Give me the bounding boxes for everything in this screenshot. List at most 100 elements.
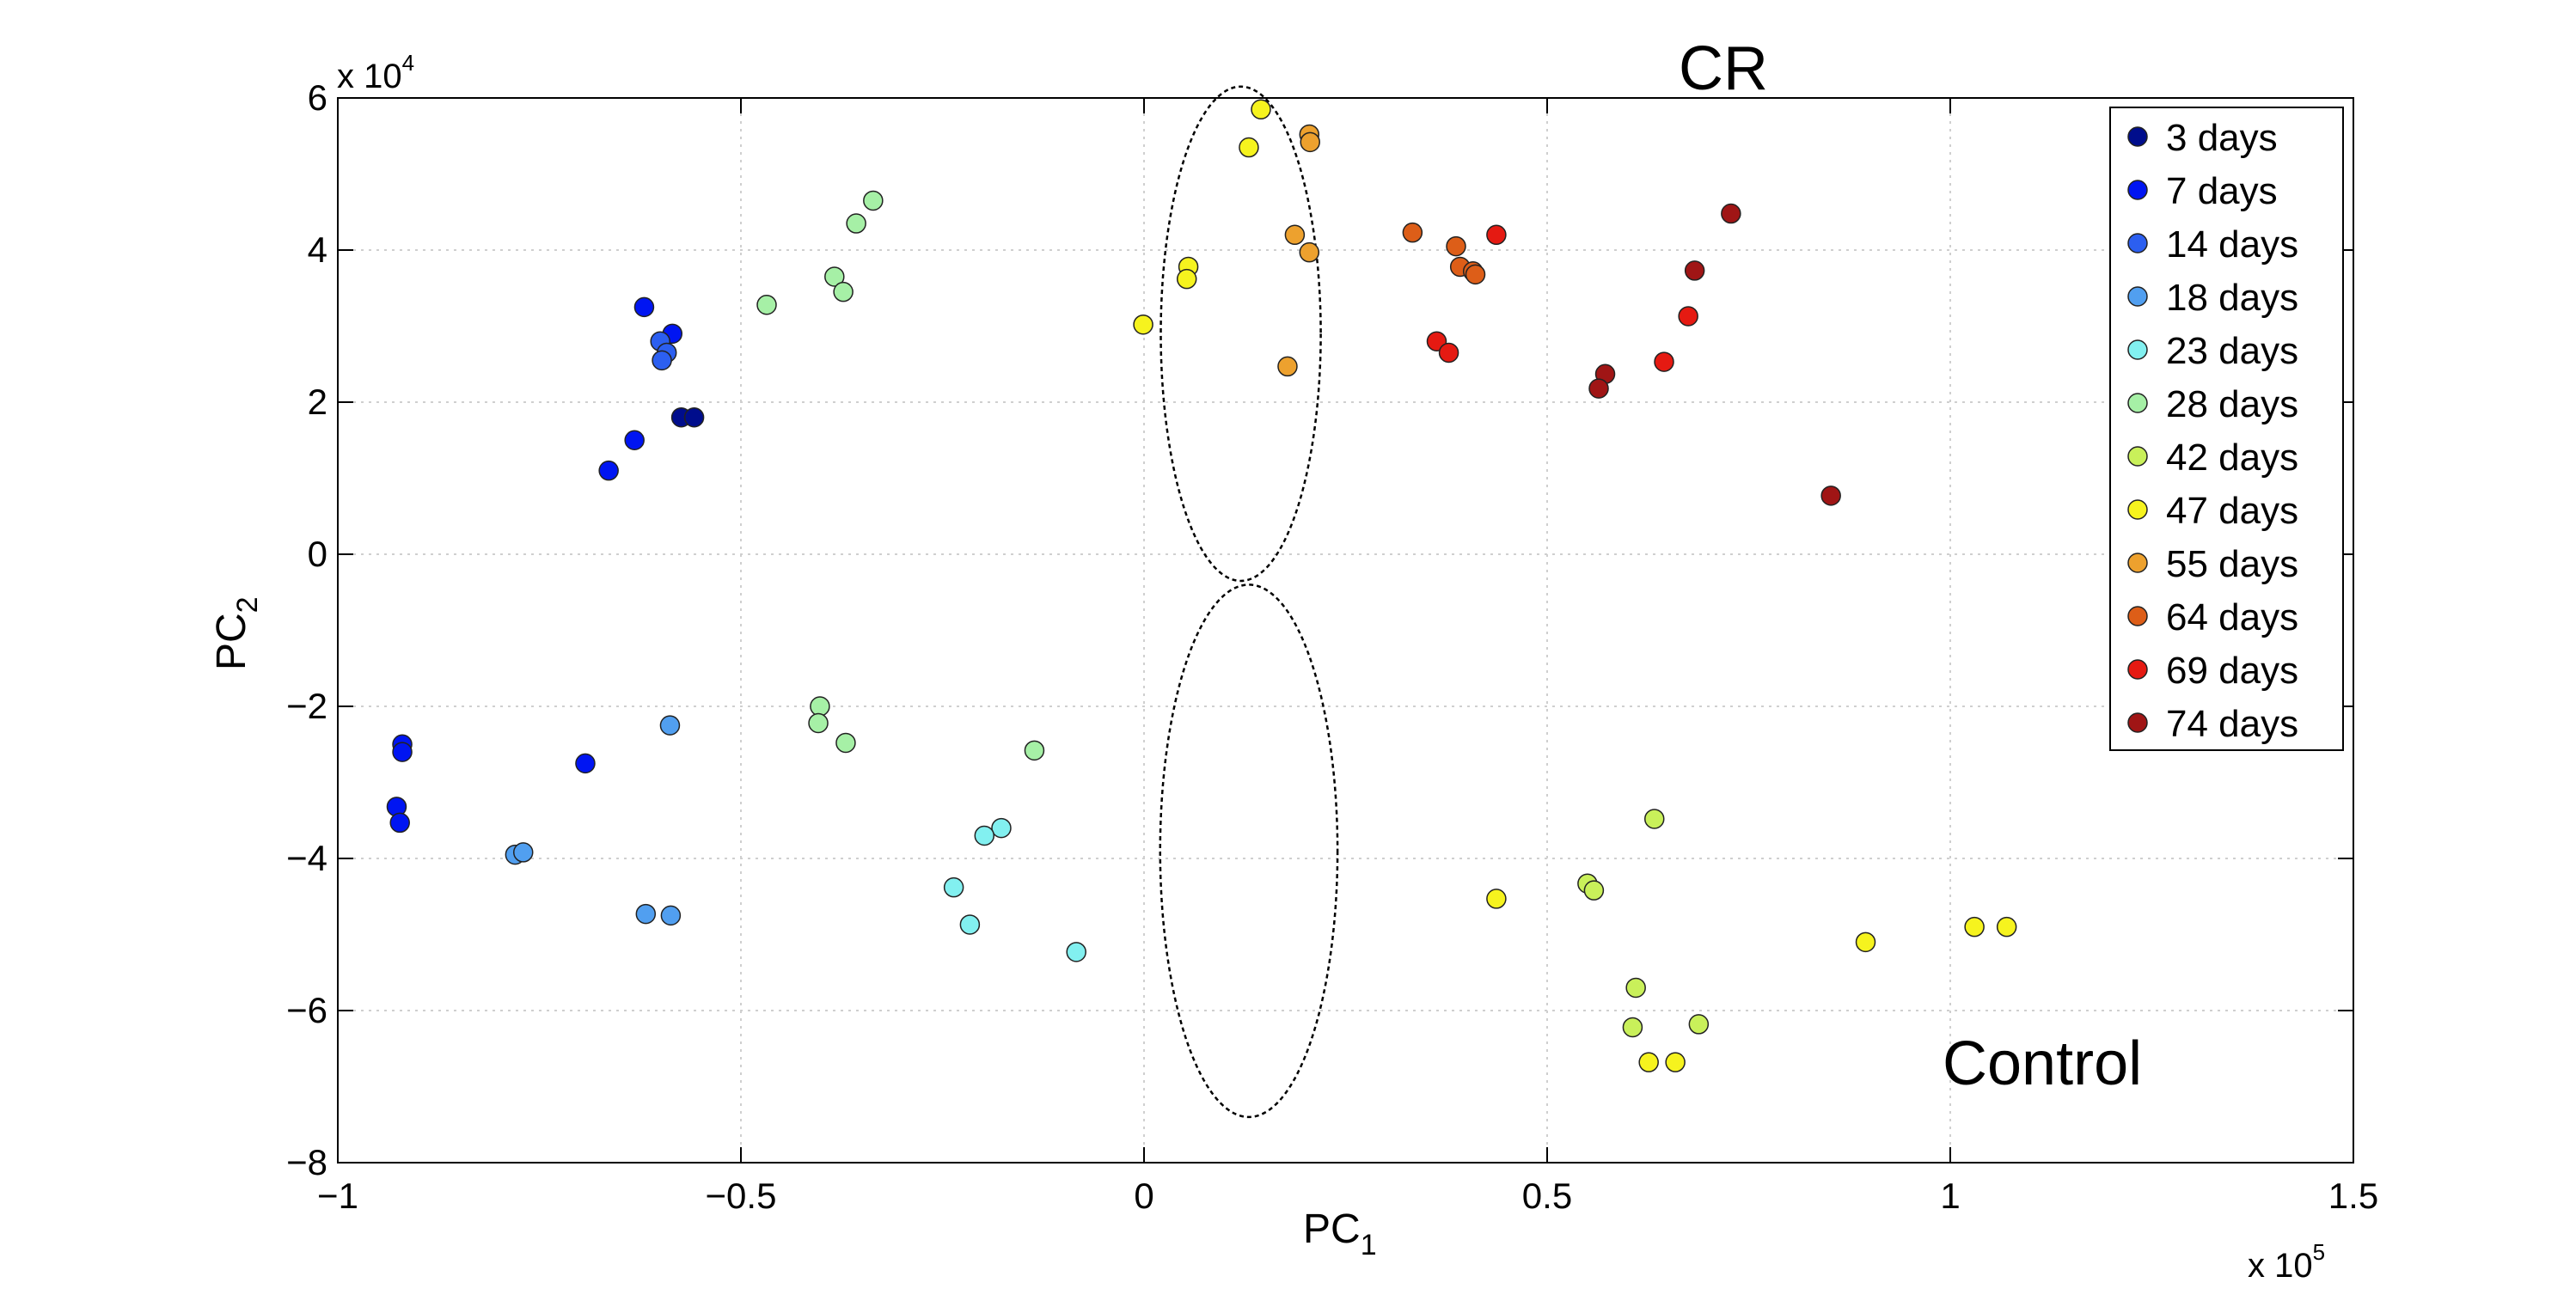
legend-label: 23 days [2166, 330, 2298, 372]
legend-marker [2127, 393, 2148, 413]
y-tick-label: −8 [286, 1142, 327, 1182]
data-point-23-days [974, 825, 995, 846]
legend-label: 64 days [2166, 596, 2298, 638]
group-ellipse-cr [1160, 85, 1322, 583]
data-point-28-days [863, 190, 884, 211]
y-tick-label: 4 [308, 229, 327, 270]
legend-marker [2127, 659, 2148, 680]
data-point-74-days [1721, 203, 1741, 224]
data-point-69-days [1438, 342, 1459, 363]
y-axis-label-sub: 2 [231, 596, 264, 613]
data-point-47-days [1239, 137, 1259, 158]
y-axis-label-main: PC [209, 613, 254, 670]
legend-marker [2127, 233, 2148, 253]
data-point-7-days [389, 812, 410, 834]
data-point-28-days [756, 294, 777, 315]
data-point-7-days [633, 296, 655, 318]
legend-marker [2127, 180, 2148, 200]
legend-label: 28 days [2166, 383, 2298, 425]
data-point-47-days [1964, 916, 1985, 938]
x-tick-label: 0 [1134, 1176, 1153, 1216]
x-axis-label-sub: 1 [1361, 1229, 1377, 1261]
data-point-28-days [846, 213, 866, 234]
data-point-64-days [1465, 264, 1486, 285]
x-exponent-prefix: x 10 [2248, 1247, 2313, 1285]
y-exponent-label: x 104 [337, 50, 414, 95]
data-point-28-days [824, 266, 845, 287]
data-point-55-days [1277, 356, 1298, 377]
group-label-control: Control [1943, 1029, 2142, 1098]
group-ellipses [1159, 85, 1339, 1119]
data-point-47-days [1176, 268, 1197, 290]
legend-marker [2127, 339, 2148, 360]
data-point-3-days [683, 406, 705, 428]
data-point-69-days [1486, 224, 1507, 246]
legend-label: 47 days [2166, 490, 2298, 532]
x-exponent-power: 5 [2313, 1239, 2325, 1265]
data-point-18-days [659, 715, 681, 736]
y-exponent-prefix: x 10 [337, 58, 402, 95]
data-point-23-days [943, 876, 964, 898]
legend-label: 7 days [2166, 170, 2278, 212]
data-point-42-days [1583, 880, 1605, 901]
data-point-47-days [1665, 1052, 1686, 1072]
legend-label: 69 days [2166, 650, 2298, 692]
data-point-23-days [1066, 942, 1086, 962]
data-point-42-days [1688, 1014, 1710, 1035]
data-point-64-days [1402, 222, 1423, 243]
grid [338, 98, 2353, 1163]
y-tick-label: −6 [286, 990, 327, 1030]
data-point-47-days [1486, 889, 1507, 909]
data-point-7-days [598, 460, 619, 481]
data-point-18-days [512, 842, 534, 863]
y-tick-label: −2 [286, 686, 327, 726]
legend-marker [2127, 499, 2148, 520]
x-tick-label: 0.5 [1522, 1176, 1572, 1216]
data-point-42-days [1644, 809, 1665, 829]
data-point-47-days [1638, 1052, 1659, 1072]
data-point-64-days [1446, 235, 1466, 257]
group-ellipse-control [1159, 583, 1339, 1119]
data-point-7-days [624, 430, 645, 450]
legend-label: 3 days [2166, 117, 2278, 159]
data-point-47-days [1855, 931, 1876, 953]
data-point-23-days [959, 914, 981, 935]
data-point-7-days [575, 753, 596, 774]
y-tick-label: 2 [308, 382, 327, 422]
x-tick-label: 1.5 [2328, 1176, 2378, 1216]
data-point-55-days [1284, 224, 1306, 246]
data-point-23-days [991, 817, 1012, 839]
legend-label: 74 days [2166, 703, 2298, 745]
legend-marker [2127, 446, 2148, 467]
data-point-47-days [1996, 916, 2017, 938]
legend: 3 days 7 days 14 days 18 days 23 days 28 days… [2109, 107, 2344, 751]
group-label-cr: CR [1679, 34, 1768, 103]
data-point-28-days [1024, 740, 1045, 761]
x-exponent-label: x 105 [2248, 1239, 2325, 1285]
legend-label: 14 days [2166, 223, 2298, 266]
data-point-47-days [1133, 314, 1153, 335]
legend-marker [2127, 286, 2148, 307]
legend-marker [2127, 126, 2148, 147]
data-point-28-days [810, 696, 830, 717]
data-point-55-days [1300, 131, 1320, 153]
legend-label: 42 days [2166, 437, 2298, 479]
x-tick-label: −1 [317, 1176, 358, 1216]
data-points [386, 99, 2017, 1072]
legend-label: 55 days [2166, 543, 2298, 585]
data-point-18-days [660, 905, 682, 926]
data-point-74-days [1588, 378, 1609, 399]
data-point-28-days [808, 712, 829, 734]
legend-marker [2127, 712, 2148, 733]
axis-ticks: −1 −0.5 0 0.5 1 1.5 −8 −6 −4 −2 0 2 4 6 [286, 77, 2378, 1216]
y-axis-label: PC2 [209, 596, 264, 670]
legend-marker [2127, 553, 2148, 573]
data-point-74-days [1820, 486, 1841, 506]
data-point-28-days [835, 732, 856, 754]
data-point-42-days [1622, 1017, 1643, 1038]
x-axis-label-main: PC [1303, 1206, 1361, 1252]
data-point-14-days [652, 350, 672, 371]
data-point-69-days [1678, 306, 1698, 327]
y-tick-label: 6 [308, 77, 327, 118]
